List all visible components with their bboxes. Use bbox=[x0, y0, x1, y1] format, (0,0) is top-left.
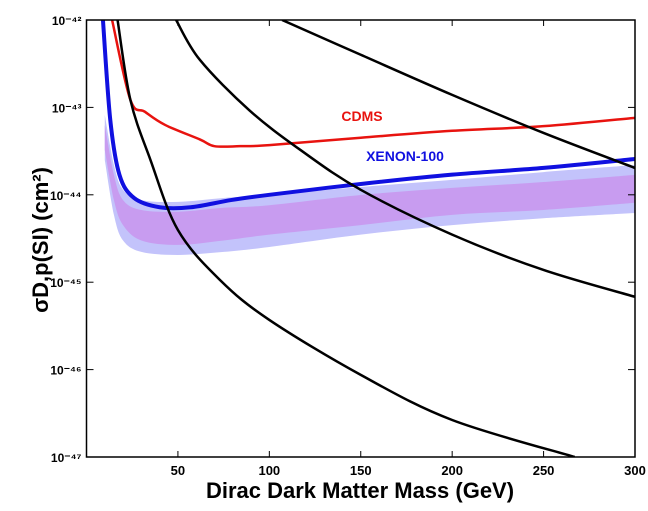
limit-band bbox=[104, 124, 635, 245]
x-tick-label: 200 bbox=[441, 463, 463, 478]
y-axis-label: σD,p(SI) (cm²) bbox=[28, 167, 53, 313]
limit-line bbox=[100, 20, 635, 211]
limit-line bbox=[110, 20, 635, 148]
y-tick-label: 10⁻⁴⁶ bbox=[50, 364, 81, 378]
theory-line bbox=[116, 20, 576, 457]
y-tick-label: 10⁻⁴³ bbox=[52, 101, 82, 115]
x-tick-label: 150 bbox=[350, 463, 372, 478]
theory-line bbox=[175, 20, 635, 299]
y-tick-label: 10⁻⁴⁵ bbox=[50, 276, 81, 290]
series-label: CDMS bbox=[341, 108, 382, 124]
y-tick-label: 10⁻⁴⁷ bbox=[51, 451, 82, 465]
y-tick-label: 10⁻⁴² bbox=[52, 14, 82, 28]
x-axis-label: Dirac Dark Matter Mass (GeV) bbox=[206, 478, 514, 503]
x-tick-label: 100 bbox=[258, 463, 280, 478]
x-tick-label: 50 bbox=[171, 463, 185, 478]
y-tick-label: 10⁻⁴⁴ bbox=[50, 189, 82, 203]
series-label: XENON-100 bbox=[366, 148, 444, 164]
theory-line bbox=[281, 20, 635, 170]
x-tick-label: 300 bbox=[624, 463, 646, 478]
x-tick-label: 250 bbox=[533, 463, 555, 478]
